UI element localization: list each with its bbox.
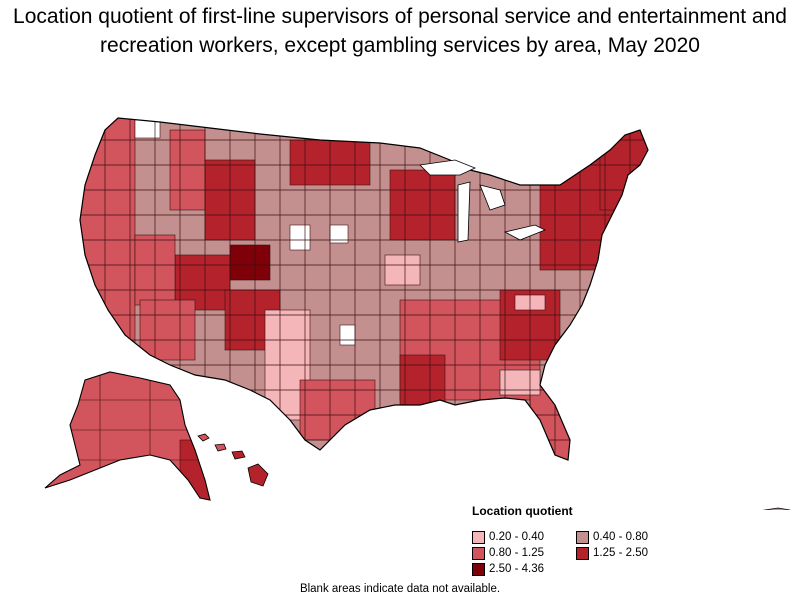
region-pacific <box>80 118 136 356</box>
region-mississippi <box>399 354 446 406</box>
region-new-england <box>599 129 648 211</box>
legend-swatch <box>576 531 589 544</box>
alaska <box>45 372 210 500</box>
legend-label: 2.50 - 4.36 <box>489 563 544 575</box>
no-data-washington <box>134 118 161 139</box>
alaska-outline <box>44 371 211 501</box>
region-kansas-low <box>384 254 421 286</box>
region-georgia-low <box>499 369 541 396</box>
legend-swatch <box>576 547 589 560</box>
legend-swatch <box>472 547 485 560</box>
region-texas-gulf <box>299 379 376 441</box>
legend-label: 0.80 - 1.25 <box>489 547 544 559</box>
region-idaho <box>169 129 206 211</box>
legend-label: 0.40 - 0.80 <box>593 531 648 543</box>
no-data-wyoming <box>289 224 311 251</box>
us-choropleth-map <box>44 117 791 510</box>
conus-outline <box>79 117 649 461</box>
footnote: Blank areas indicate data not available. <box>299 583 501 595</box>
legend-swatch <box>472 531 485 544</box>
legend-swatch <box>472 563 485 576</box>
region-wisconsin <box>389 169 456 241</box>
hawaii <box>197 433 269 487</box>
map-title: Location quotient of first-line supervis… <box>13 5 787 57</box>
legend-title: Location quotient <box>472 504 573 518</box>
region-arizona <box>139 299 196 361</box>
puerto-rico <box>762 507 791 510</box>
legend-label: 0.20 - 0.40 <box>489 531 544 543</box>
great-lakes <box>419 159 546 243</box>
legend-label: 1.25 - 2.50 <box>593 547 648 559</box>
no-data-oklahoma <box>339 324 356 346</box>
region-colorado <box>229 244 271 281</box>
